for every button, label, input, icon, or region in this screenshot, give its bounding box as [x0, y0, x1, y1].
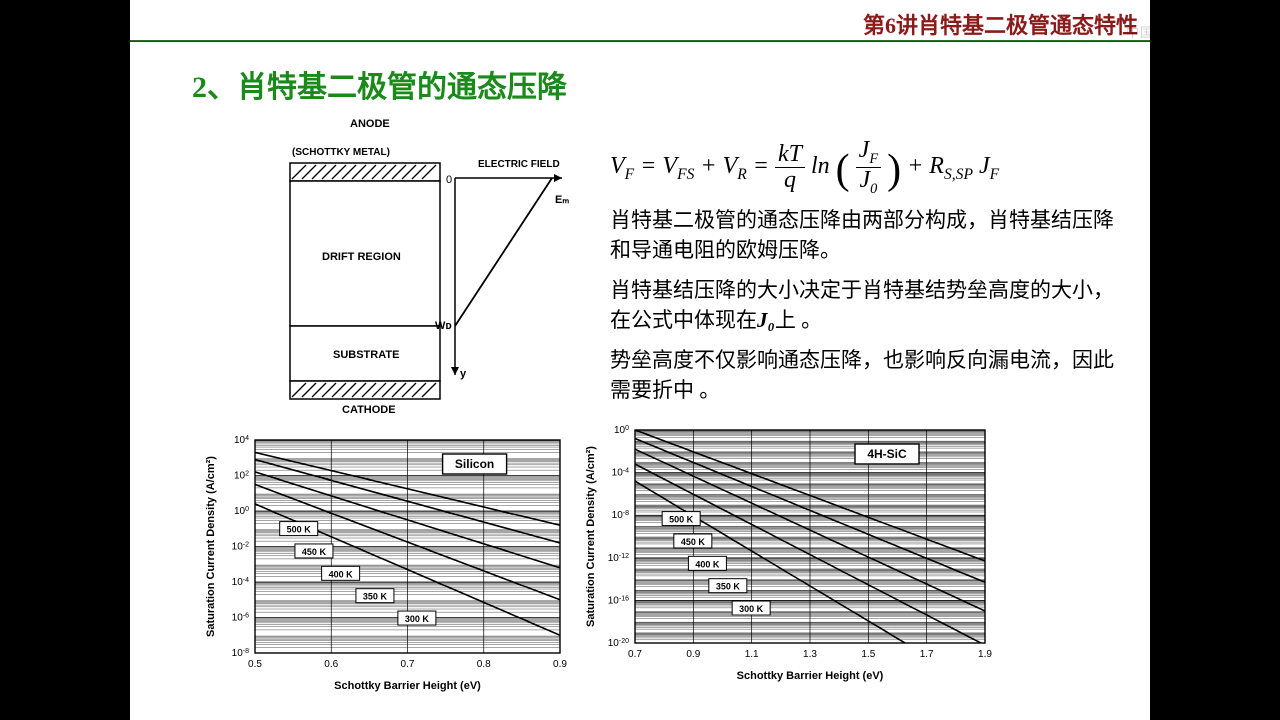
svg-text:300 K: 300 K [739, 604, 764, 614]
svg-text:350 K: 350 K [716, 582, 741, 592]
svg-text:102: 102 [234, 470, 249, 482]
substrate-label: SUBSTRATE [333, 349, 399, 361]
svg-text:0.7: 0.7 [628, 649, 642, 660]
slide: 第6讲肖特基二极管通态特性 中国 2、肖特基二极管的通态压降 ANODE (SC… [130, 0, 1150, 720]
svg-text:0.9: 0.9 [553, 659, 567, 670]
svg-text:0.5: 0.5 [248, 659, 262, 670]
svg-text:350 K: 350 K [363, 592, 388, 602]
svg-text:0.9: 0.9 [686, 649, 700, 660]
svg-text:10-8: 10-8 [232, 648, 249, 660]
svg-text:1.1: 1.1 [745, 649, 759, 660]
chart-silicon: 0.5 0.6 0.7 0.8 0.9 10-8 10-6 10-4 10-2 100 102 104… [200, 430, 570, 695]
equation: VF = VFS + VR = kT q ln ( JF J0 ) + RS,S… [610, 138, 999, 197]
paragraph-2: 肖特基结压降的大小决定于肖特基结势垒高度的大小，在公式中体现在J₀上 。 [610, 275, 1130, 336]
svg-text:4H-SiC: 4H-SiC [867, 447, 907, 461]
em-label: Eₘ [555, 194, 569, 206]
svg-text:10-12: 10-12 [608, 552, 629, 564]
cathode-label: CATHODE [342, 404, 396, 415]
svg-text:1.7: 1.7 [920, 649, 934, 660]
svg-text:300 K: 300 K [405, 614, 430, 624]
svg-text:Saturation Current Density (A: Saturation Current Density (A/cm²) [585, 446, 597, 627]
y-label: y [460, 368, 467, 380]
schottky-label: (SCHOTTKY METAL) [292, 147, 390, 158]
svg-text:500 K: 500 K [669, 515, 694, 525]
paragraph-1: 肖特基二极管的通态压降由两部分构成，肖特基结压降和导通电阻的欧姆压降。 [610, 205, 1130, 266]
device-diagram: ANODE (SCHOTTKY METAL) DRIFT REGION SUBS… [210, 115, 570, 415]
svg-text:1.9: 1.9 [978, 649, 992, 660]
svg-text:10-4: 10-4 [232, 577, 249, 589]
svg-text:0.6: 0.6 [324, 659, 338, 670]
svg-text:400 K: 400 K [329, 569, 354, 579]
svg-text:500 K: 500 K [287, 525, 312, 535]
svg-text:10-8: 10-8 [612, 510, 629, 522]
slide-header: 第6讲肖特基二极管通态特性 [863, 8, 1138, 40]
section-title: 2、肖特基二极管的通态压降 [192, 62, 567, 106]
svg-text:10-16: 10-16 [608, 595, 629, 607]
divider [130, 40, 1150, 42]
svg-text:10-4: 10-4 [612, 467, 629, 479]
efield-label: ELECTRIC FIELD [478, 159, 560, 170]
svg-text:10-20: 10-20 [608, 638, 629, 650]
zero-label: 0 [446, 174, 452, 186]
svg-text:450 K: 450 K [681, 537, 706, 547]
svg-text:100: 100 [614, 425, 629, 437]
svg-text:10-6: 10-6 [232, 612, 249, 624]
svg-text:450 K: 450 K [302, 547, 327, 557]
anode-label: ANODE [350, 118, 390, 130]
wd-label: Wᴅ [435, 320, 452, 332]
svg-text:Saturation Current Density (A: Saturation Current Density (A/cm²) [205, 456, 217, 637]
svg-text:Schottky Barrier Height (eV): Schottky Barrier Height (eV) [737, 670, 884, 682]
svg-text:1.3: 1.3 [803, 649, 817, 660]
watermark: 中国 [1126, 22, 1154, 41]
svg-text:1.5: 1.5 [861, 649, 875, 660]
svg-text:100: 100 [234, 506, 249, 518]
drift-label: DRIFT REGION [322, 251, 401, 263]
svg-text:0.8: 0.8 [477, 659, 491, 670]
svg-text:10-2: 10-2 [232, 541, 249, 553]
svg-text:400 K: 400 K [695, 559, 720, 569]
svg-text:0.7: 0.7 [401, 659, 415, 670]
svg-text:104: 104 [234, 435, 249, 447]
chart-sic: 0.7 0.9 1.1 1.3 1.5 1.7 1.9 10-20 10-16 10-12 10-8… [580, 420, 995, 685]
svg-text:Silicon: Silicon [455, 457, 494, 471]
svg-text:Schottky Barrier Height (eV): Schottky Barrier Height (eV) [334, 680, 481, 692]
paragraph-3: 势垒高度不仅影响通态压降，也影响反向漏电流，因此需要折中 。 [610, 345, 1130, 406]
